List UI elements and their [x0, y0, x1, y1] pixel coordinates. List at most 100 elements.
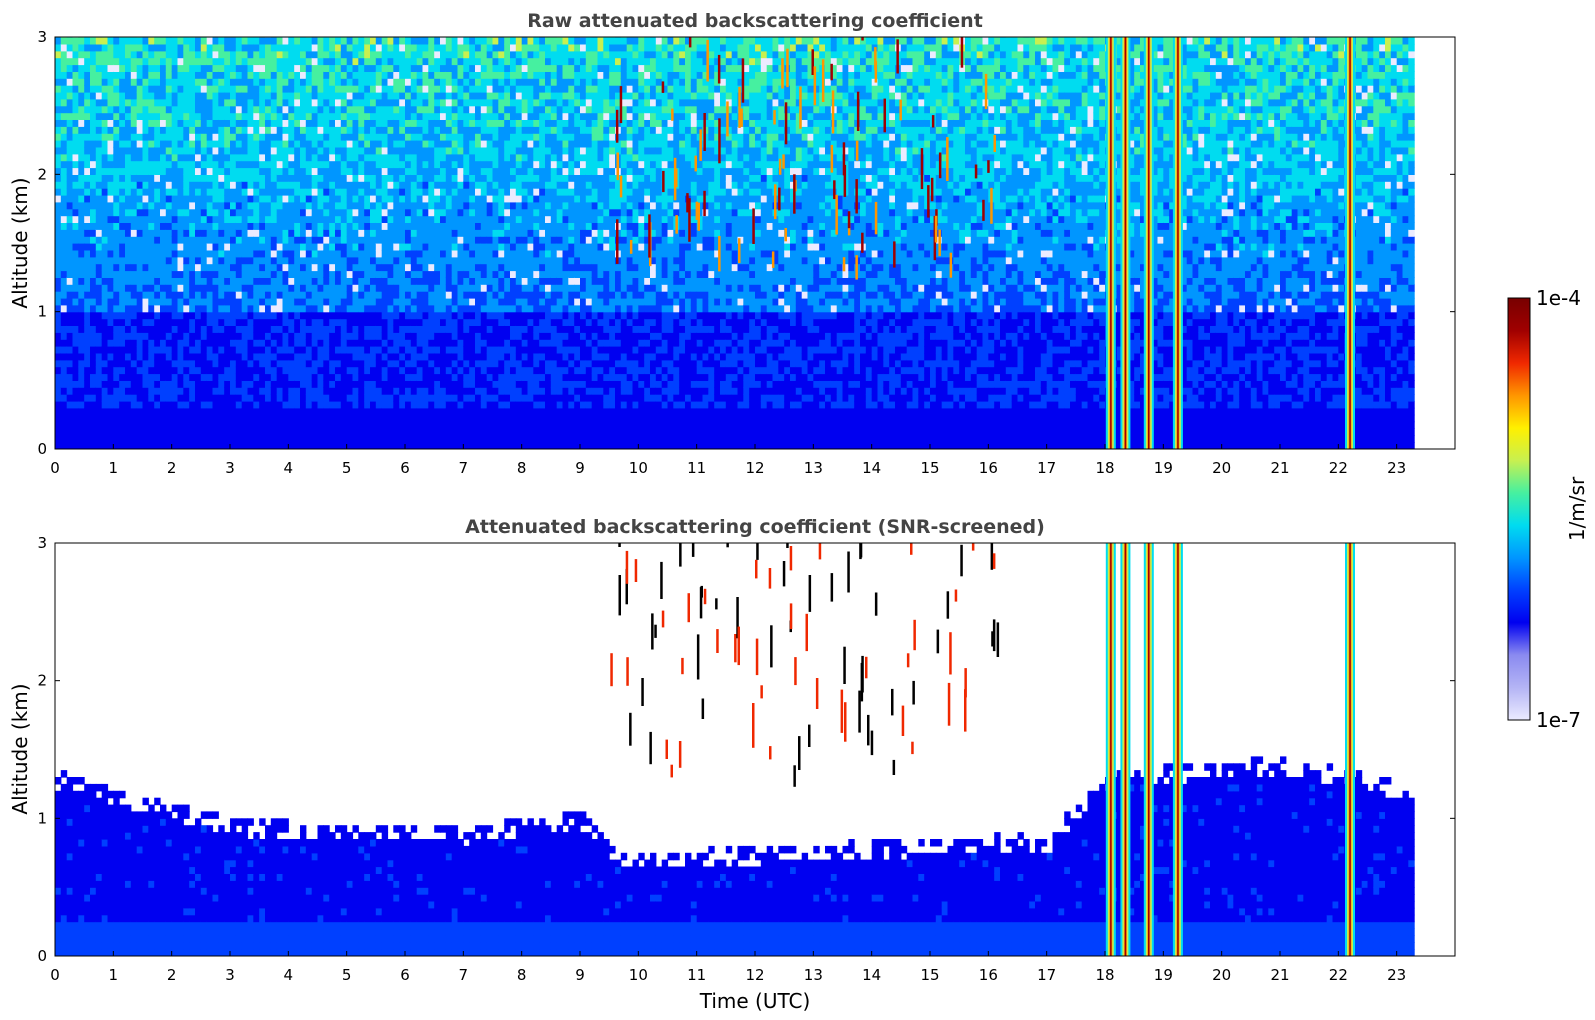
heatmap-cell: [323, 64, 330, 72]
heatmap-cell: [317, 37, 324, 45]
heatmap-cell: [469, 359, 476, 368]
heatmap-cell: [416, 277, 424, 285]
heatmap-cell: [212, 43, 219, 52]
heatmap-cell: [498, 421, 505, 429]
heatmap-cell: [329, 270, 336, 278]
heatmap-cell: [300, 140, 307, 148]
heatmap-cell: [352, 78, 359, 86]
heatmap-cell: [66, 146, 74, 155]
heatmap-cell: [329, 153, 336, 162]
heatmap-cell: [340, 304, 348, 313]
heatmap-cell: [346, 201, 354, 210]
heatmap-cell: [177, 332, 184, 340]
heatmap-cell: [247, 160, 254, 169]
heatmap-cell: [78, 318, 85, 326]
heatmap-cell: [282, 304, 289, 313]
heatmap-cell: [224, 85, 231, 93]
heatmap-cell: [323, 332, 330, 340]
heatmap-cell: [475, 435, 482, 443]
heatmap-cell: [434, 366, 441, 375]
heatmap-cell: [346, 400, 354, 409]
heatmap-cell: [206, 400, 214, 409]
heatmap-cell: [224, 243, 231, 251]
heatmap-cell: [218, 339, 225, 347]
heatmap-cell: [387, 188, 394, 196]
heatmap-cell: [335, 359, 342, 368]
heatmap-cell: [95, 428, 103, 436]
heatmap-cell: [335, 332, 342, 340]
heatmap-cell: [440, 174, 447, 182]
heatmap-cell: [276, 119, 284, 127]
heatmap-cell: [521, 243, 529, 251]
heatmap-cell: [434, 78, 441, 86]
heatmap-cell: [235, 243, 243, 251]
heatmap-cell: [428, 78, 435, 86]
heatmap-cell: [270, 140, 278, 148]
heatmap-cell: [428, 215, 435, 223]
heatmap-cell: [78, 71, 85, 79]
heatmap-cell: [375, 194, 383, 203]
heatmap-cell: [352, 153, 359, 162]
heatmap-cell: [492, 359, 499, 368]
heatmap-cell: [358, 146, 365, 155]
heatmap-cell: [230, 407, 237, 416]
heatmap-cell: [375, 153, 383, 162]
heatmap-cell: [206, 78, 214, 86]
heatmap-cell: [416, 201, 424, 210]
heatmap-cell: [72, 414, 79, 423]
heatmap-cell: [510, 146, 517, 155]
heatmap-cell: [521, 215, 529, 223]
heatmap-cell: [230, 373, 237, 381]
heatmap-cell: [498, 249, 505, 258]
heatmap-cell: [527, 215, 534, 223]
heatmap-cell: [399, 181, 406, 189]
heatmap-cell: [317, 263, 324, 272]
heatmap-cell: [445, 256, 453, 265]
heatmap-cell: [282, 332, 289, 340]
heatmap-cell: [422, 215, 429, 223]
heatmap-cell: [288, 215, 295, 223]
heatmap-cell: [294, 174, 301, 182]
heatmap-cell: [119, 43, 126, 52]
heatmap-cell: [416, 43, 424, 52]
heatmap-cell: [311, 160, 319, 169]
heatmap-cell: [510, 284, 517, 292]
heatmap-cell: [445, 181, 453, 189]
heatmap-cell: [66, 112, 74, 120]
heatmap-cell: [177, 43, 184, 52]
heatmap-cell: [393, 435, 400, 443]
heatmap-cell: [300, 435, 307, 443]
heatmap-cell: [265, 387, 272, 395]
heatmap-cell: [206, 249, 214, 258]
heatmap-cell: [335, 133, 342, 141]
heatmap-cell: [300, 366, 307, 375]
heatmap-cell: [323, 119, 330, 127]
heatmap-cell: [72, 188, 79, 196]
heatmap-cell: [469, 201, 476, 210]
heatmap-cell: [370, 373, 377, 381]
heatmap-cell: [142, 167, 149, 175]
heatmap-cell: [119, 394, 126, 402]
heatmap-cell: [154, 98, 161, 107]
heatmap-cell: [218, 146, 225, 155]
heatmap-cell: [183, 71, 190, 79]
heatmap-cell: [189, 400, 196, 409]
heatmap-cell: [475, 222, 482, 230]
heatmap-cell: [253, 126, 260, 134]
heatmap-cell: [84, 37, 91, 38]
heatmap-cell: [288, 270, 295, 278]
heatmap-cell: [60, 263, 68, 272]
heatmap-cell: [422, 119, 429, 127]
heatmap-cell: [276, 201, 284, 210]
heatmap-cell: [358, 339, 365, 347]
heatmap-cell: [463, 222, 470, 230]
heatmap-cell: [276, 126, 284, 134]
heatmap-cell: [259, 50, 266, 59]
heatmap-cell: [136, 236, 144, 244]
heatmap-cell: [235, 359, 243, 368]
heatmap-cell: [410, 270, 418, 278]
heatmap-cell: [235, 256, 243, 265]
heatmap-cell: [434, 160, 441, 169]
heatmap-cell: [492, 373, 499, 381]
heatmap-cell: [399, 435, 406, 443]
